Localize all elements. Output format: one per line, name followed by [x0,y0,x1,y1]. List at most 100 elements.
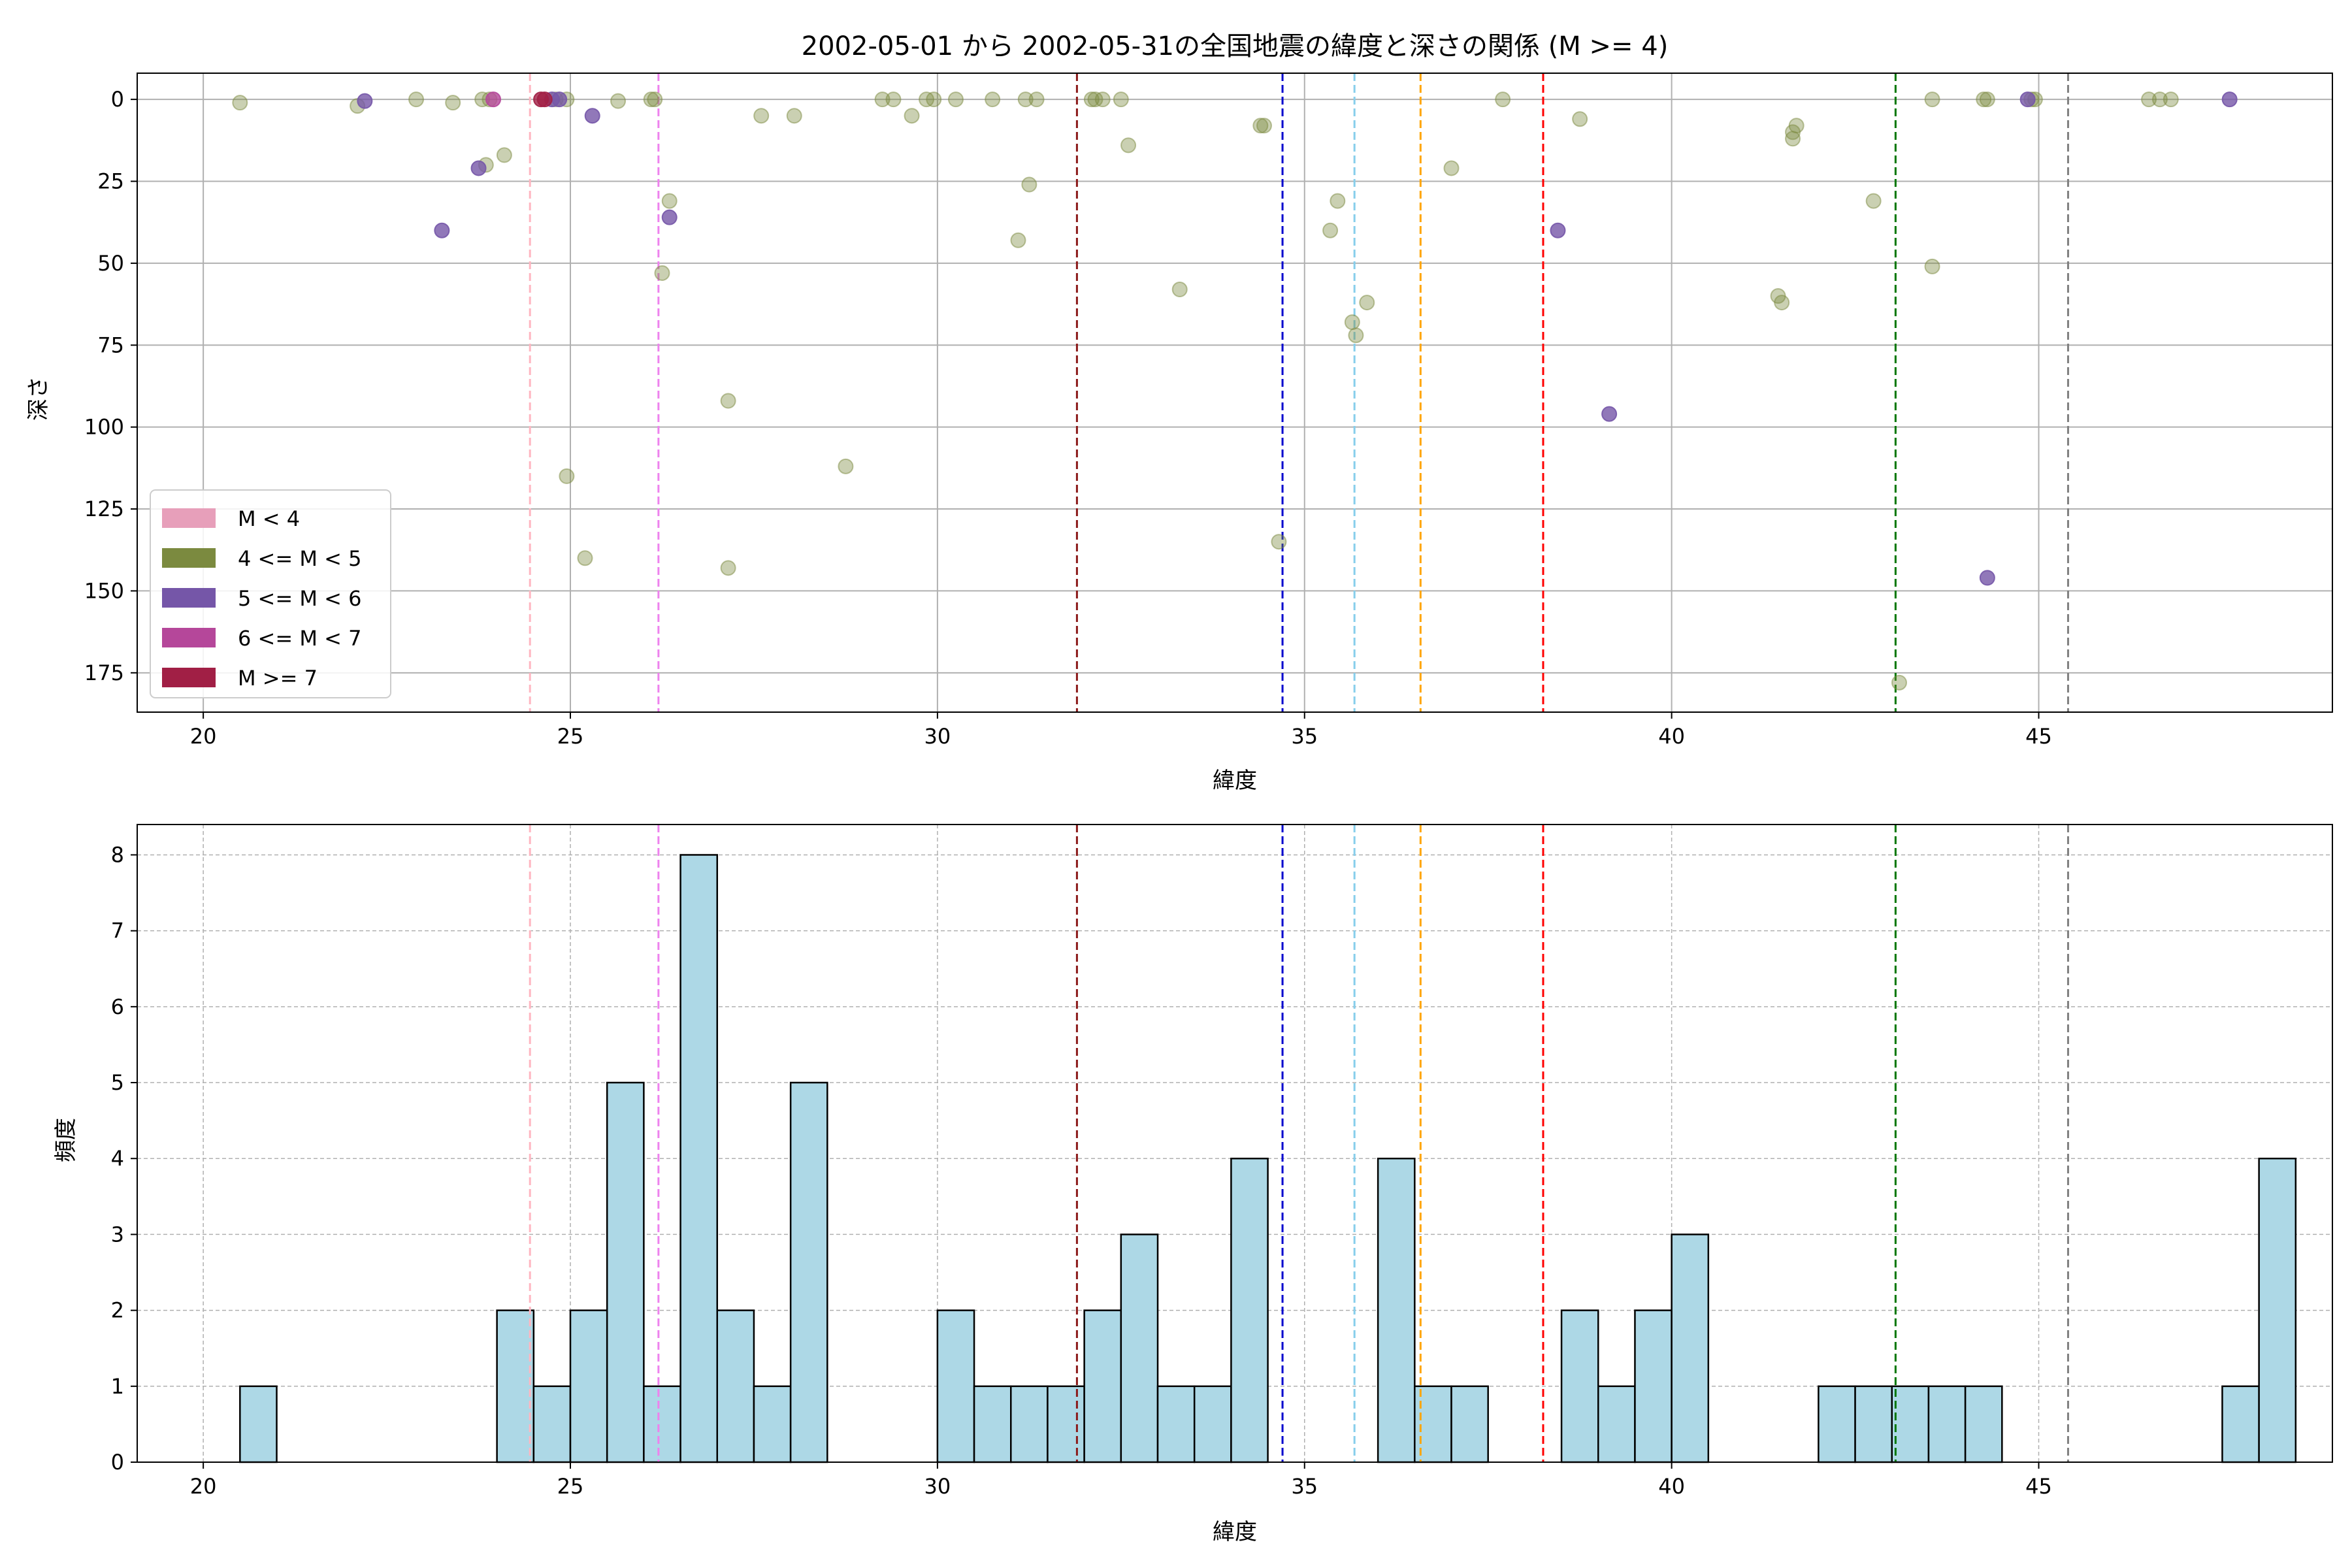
histogram-y-tick-label: 0 [111,1450,124,1475]
scatter-y-axis-label: 深さ [25,376,52,421]
histogram-y-tick-label: 6 [111,994,124,1019]
scatter-point [1785,131,1801,147]
histogram-bar [1450,1385,1489,1463]
scatter-panel: 20 25 30 35 40 45 0 25 50 75 100 125 150 175 緯度 深さ M … [25,73,2333,794]
histogram-bar [789,1081,828,1463]
scatter-point [1601,406,1618,422]
scatter-point [2163,91,2179,108]
scatter-point [1344,314,1360,331]
scatter-point [985,91,1001,108]
scatter-point [470,160,487,176]
scatter-points [232,91,2238,691]
scatter-point [357,93,373,109]
scatter-x-tick-label: 40 [1658,724,1685,749]
histogram-x-axis-label: 緯度 [1213,1519,1257,1545]
histogram-x-tick-label: 25 [557,1474,584,1499]
legend-label: M >= 7 [238,666,318,691]
scatter-plot-frame [137,73,2333,713]
scatter-point [947,91,964,108]
histogram-bar [936,1309,975,1463]
scatter-point [2221,91,2238,108]
scatter-point [1891,674,1907,691]
histogram-bar [532,1385,572,1463]
histogram-bar [1964,1385,2003,1463]
scatter-point [1271,534,1287,550]
histogram-y-tick-label: 1 [111,1374,124,1399]
scatter-point [874,91,890,108]
scatter-point [496,147,512,163]
scatter-y-tick-label: 25 [97,169,124,194]
scatter-point [1550,222,1566,238]
scatter-point [1924,91,1940,108]
scatter-point [647,91,663,108]
histogram-y-tick-label: 8 [111,842,124,867]
scatter-point [2151,91,2168,108]
histogram-bar [569,1309,608,1463]
scatter-point [720,393,736,409]
histogram-bar [1927,1385,1967,1463]
histogram-bar [1671,1233,1710,1463]
histogram-x-tick-label: 20 [190,1474,217,1499]
scatter-x-tick-label: 30 [924,724,951,749]
legend-swatch [162,628,216,647]
histogram-y-tick-label: 4 [111,1146,124,1171]
histogram-bar [1120,1233,1159,1463]
histogram-bar [1818,1385,1856,1463]
figure-title: 2002-05-01 から 2002-05-31の全国地震の緯度と深さの関係 (… [802,31,1669,61]
scatter-point [408,91,425,108]
histogram-bar [2258,1157,2297,1463]
scatter-reference-lines [529,73,2069,712]
scatter-y-tick-label: 175 [84,661,124,685]
legend-swatch [162,508,216,528]
scatter-y-tick-label: 150 [84,578,124,603]
scatter-point [1865,193,1882,209]
scatter-point [1017,91,1034,108]
scatter-point [885,91,902,108]
scatter-y-tick-label: 75 [97,333,124,357]
scatter-point [2019,91,2036,108]
histogram-bar [1377,1157,1416,1463]
scatter-point [1256,118,1272,134]
scatter-point [1094,91,1111,108]
histogram-bar [1854,1385,1893,1463]
histogram-bar [679,854,719,1463]
scatter-x-tick-label: 45 [2025,724,2052,749]
histogram-bar [1193,1385,1232,1463]
scatter-point [1443,160,1460,176]
scatter-point [661,209,678,225]
histogram-bar [1560,1309,1599,1463]
histogram-bar [2221,1385,2260,1463]
histogram-bar [1891,1385,1930,1463]
scatter-point [1021,176,1037,193]
scatter-point [1171,282,1188,298]
histogram-bar [716,1309,755,1463]
scatter-point [232,95,248,111]
scatter-point [720,560,736,576]
scatter-point [445,95,461,111]
histogram-plot-frame [137,824,2333,1463]
scatter-point [926,91,942,108]
scatter-point [838,458,854,474]
scatter-point [904,108,920,124]
scatter-point [1774,295,1790,311]
scatter-point [1120,137,1137,154]
scatter-point [485,91,502,108]
histogram-y-tick-label: 2 [111,1298,124,1323]
histogram-x-tick-label: 30 [924,1474,951,1499]
histogram-x-tick-label: 35 [1291,1474,1318,1499]
scatter-point [1010,232,1026,248]
scatter-point [1924,258,1940,274]
histogram-x-tick-label: 45 [2025,1474,2052,1499]
scatter-point [1028,91,1045,108]
histogram-bar [1634,1309,1673,1463]
scatter-point [551,91,568,108]
scatter-grid [137,73,2332,712]
scatter-point [753,108,770,124]
scatter-x-axis-label: 緯度 [1213,768,1257,794]
scatter-point [1348,327,1364,344]
scatter-x-tick-label: 20 [190,724,217,749]
scatter-point [1113,91,1129,108]
scatter-ticks: 20 25 30 35 40 45 0 25 50 75 100 125 150 175 [84,87,2052,749]
scatter-point [584,108,600,124]
